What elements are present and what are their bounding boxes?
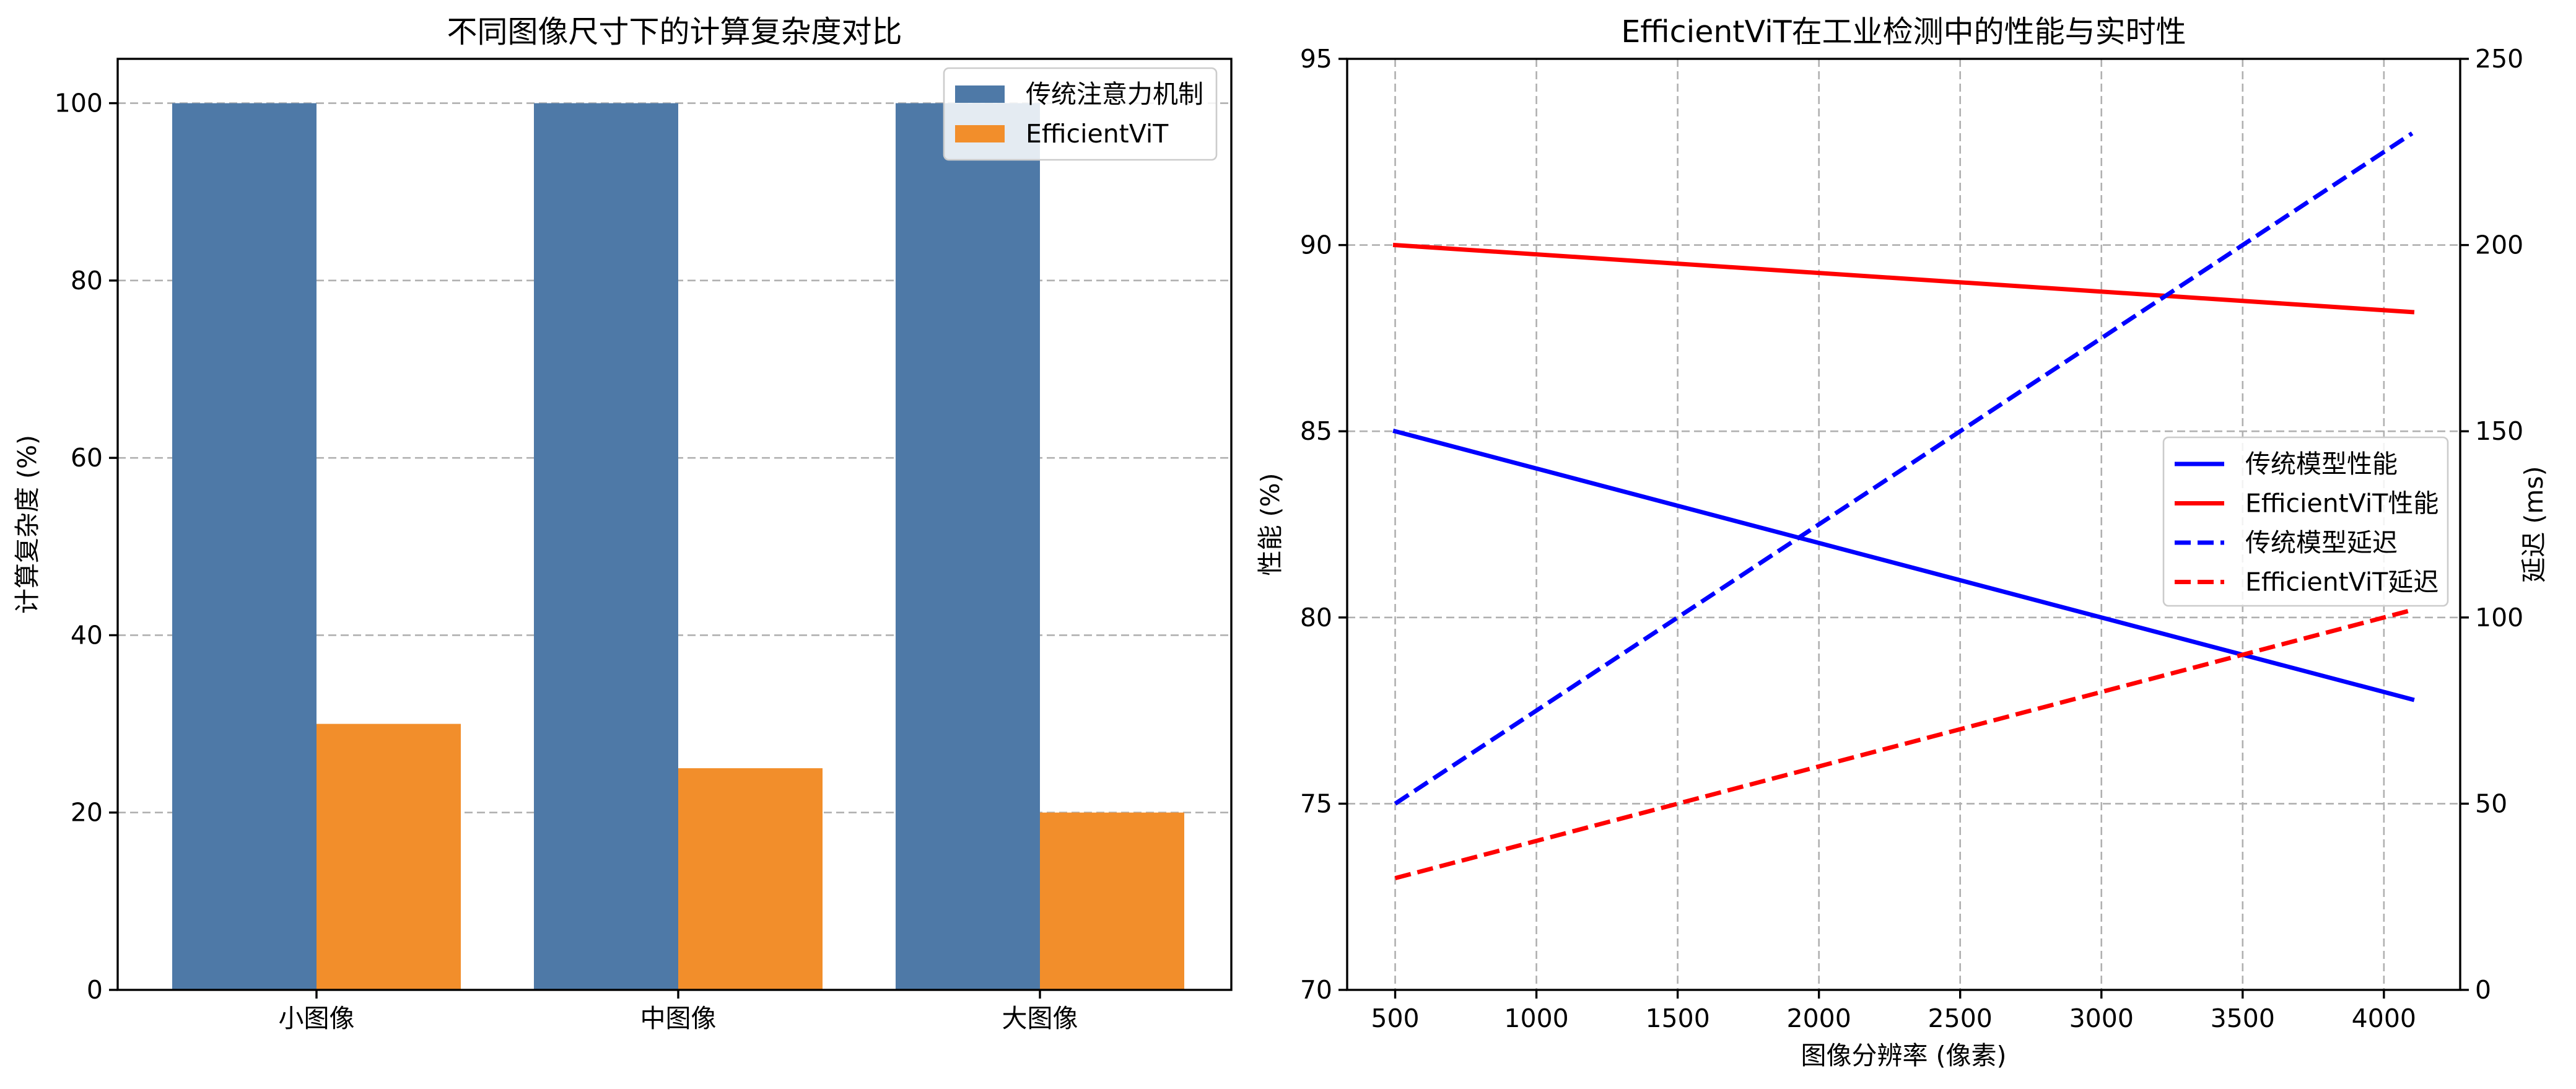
y-tick-label-40: 40: [71, 620, 103, 650]
left-y-tick-label-75: 75: [1300, 789, 1332, 818]
bar-chart-plot-frame: [116, 58, 1233, 991]
right-y-tick-label-250: 250: [2475, 44, 2523, 74]
x-tick-label-2: 中图像: [640, 1004, 717, 1033]
legend-label-efficientvit-performance: EfficientViT性能: [2245, 489, 2438, 518]
y-tick-label-0: 0: [87, 975, 103, 1005]
line-chart-legend-box: [2162, 436, 2449, 607]
left-y-tick-label-90: 90: [1300, 230, 1332, 260]
right-y-tick-label-0: 0: [2475, 975, 2491, 1005]
x-tick-label-1: 小图像: [279, 1004, 355, 1033]
bar-chart-bars: [172, 103, 1184, 991]
bar-chart: 0 20 40 60 80 100 小图像 中图像 大图像 不同图像尺寸下的计算复杂度对比 计…: [12, 14, 1233, 1033]
bar-chart-y-ticks: 0 20 40 60 80 100: [55, 89, 118, 1005]
line-chart-x-axis-label: 图像分辨率 (像素): [1801, 1041, 2006, 1070]
bar-efficientvit-2: [678, 768, 823, 990]
left-y-tick-label-70: 70: [1300, 975, 1332, 1005]
series-line-item-latency: [1394, 131, 2414, 806]
legend-label-traditional-latency: 传统模型延迟: [2245, 528, 2398, 558]
bar-chart-x-ticks: 小图像 中图像 大图像: [279, 990, 1078, 1033]
bar-efficientvit-3: [1040, 812, 1184, 990]
x-tick-label-4000: 4000: [2352, 1004, 2416, 1033]
bar-item-1: [172, 103, 317, 991]
x-tick-label-3000: 3000: [2069, 1004, 2134, 1033]
x-tick-label-3500: 3500: [2211, 1004, 2275, 1033]
y-tick-label-20: 20: [71, 798, 103, 828]
right-y-tick-label-50: 50: [2475, 789, 2507, 818]
legend-swatch-efficientvit: [955, 125, 1005, 142]
legend-label-traditional-attention: 传统注意力机制: [1026, 79, 1203, 109]
y-tick-label-80: 80: [71, 266, 103, 295]
line-chart-x-ticks: 500 1000 1500 2000 2500 3000 3500 4000: [1371, 990, 2416, 1033]
line-chart-legend: 传统模型性能 EfficientViT性能 传统模型延迟 EfficientVi…: [2162, 436, 2449, 607]
bar-item-3: [896, 103, 1040, 991]
left-y-tick-label-80: 80: [1300, 603, 1332, 632]
line-chart-right-y-axis-label: 延迟 (ms): [2519, 466, 2549, 582]
bar-chart-legend: 传统注意力机制 EfficientViT: [943, 67, 1218, 161]
left-y-tick-label-85: 85: [1300, 416, 1332, 446]
bar-item-2: [534, 103, 678, 991]
bar-chart-title: 不同图像尺寸下的计算复杂度对比: [447, 14, 902, 50]
x-tick-label-2500: 2500: [1928, 1004, 1993, 1033]
bar-chart-legend-box: [943, 67, 1218, 161]
series-line-efficientvit-latency: [1394, 608, 2413, 881]
line-chart-title: EfficientViT在工业检测中的性能与实时性: [1621, 14, 2186, 50]
left-y-tick-label-95: 95: [1300, 44, 1332, 74]
y-tick-label-100: 100: [55, 89, 103, 118]
series-line-efficientvit-performance: [1392, 242, 2415, 315]
x-tick-label-500: 500: [1371, 1004, 1419, 1033]
x-tick-label-2000: 2000: [1787, 1004, 1851, 1033]
right-y-tick-label-150: 150: [2475, 416, 2523, 446]
bar-efficientvit-1: [317, 724, 461, 990]
x-tick-label-1500: 1500: [1645, 1004, 1709, 1033]
right-y-tick-label-200: 200: [2475, 230, 2523, 260]
y-tick-label-60: 60: [71, 443, 103, 473]
line-chart-right-y-ticks: 0 50 100 150 200 250: [2460, 44, 2523, 1005]
line-chart-series: [1392, 131, 2415, 881]
line-chart-plot-frame: [1346, 58, 2461, 991]
legend-swatch-traditional-attention: [955, 85, 1005, 103]
x-tick-label-3: 大图像: [1002, 1004, 1078, 1033]
line-chart-left-y-axis-label: 性能 (%): [1255, 473, 1285, 576]
legend-label-efficientvit: EfficientViT: [1026, 119, 1169, 149]
bar-chart-y-axis-label: 计算复杂度 (%): [12, 435, 42, 614]
legend-label-traditional-performance: 传统模型性能: [2245, 449, 2398, 479]
legend-label-efficientvit-latency: EfficientViT延迟: [2245, 567, 2438, 597]
line-chart-left-y-ticks: 70 75 80 85 90 95: [1300, 44, 1347, 1005]
x-tick-label-1000: 1000: [1504, 1004, 1568, 1033]
right-y-tick-label-100: 100: [2475, 603, 2523, 632]
line-chart: 70 75 80 85 90 95 0 50 100 150 200 250 500 1000 1500…: [1255, 14, 2549, 1070]
